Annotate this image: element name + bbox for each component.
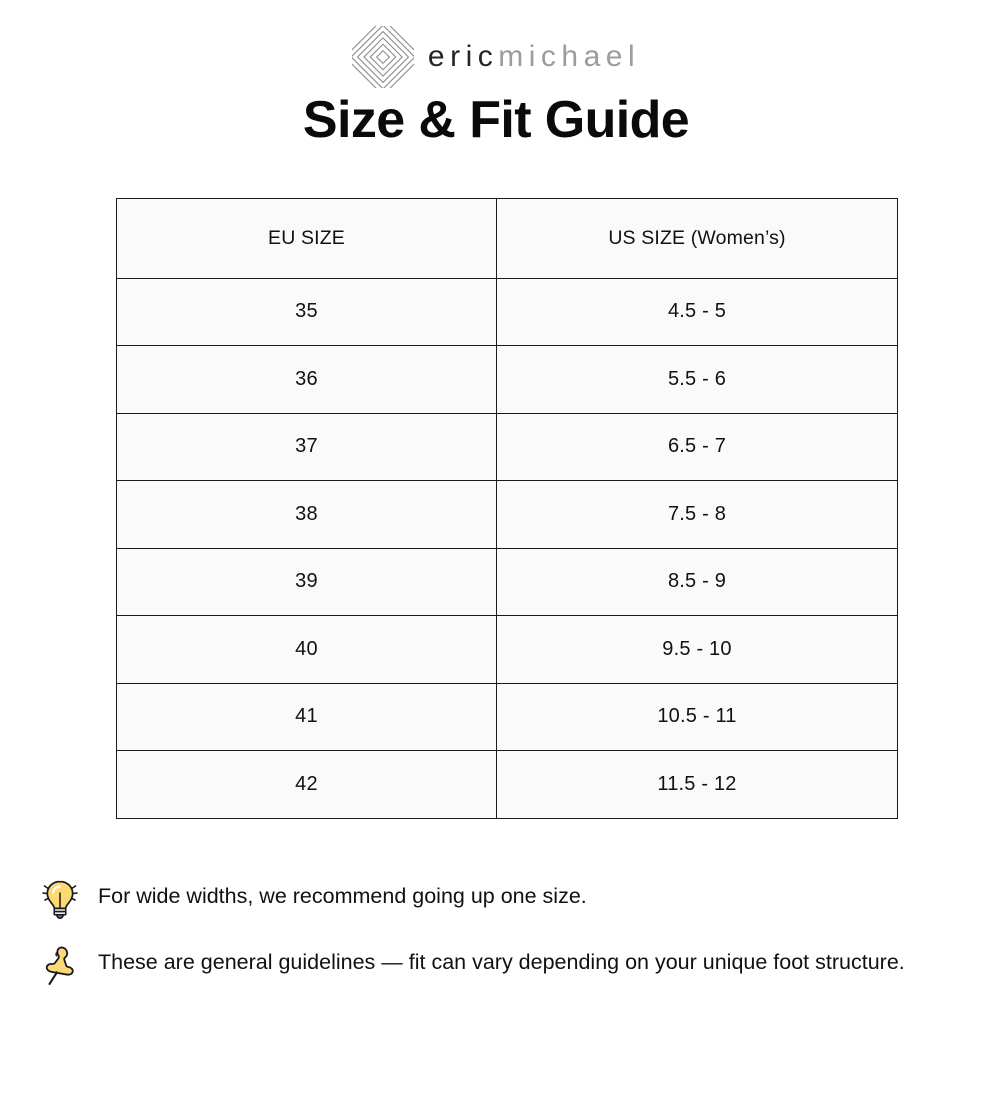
size-conversion-table: EU SIZE US SIZE (Women’s) 35 4.5 - 5 36 … [116,197,898,819]
table-row: 42 11.5 - 12 [116,750,898,819]
table-row: 40 9.5 - 10 [116,615,898,684]
cell-eu-size: 35 [116,277,497,347]
cell-us-size: 8.5 - 9 [496,547,898,617]
note-wide-widths: For wide widths, we recommend going up o… [38,880,964,921]
cell-eu-size: 40 [116,615,497,684]
brand-name-secondary: michael [498,39,641,73]
notes-section: For wide widths, we recommend going up o… [0,880,992,987]
brand-name-primary: eric [427,39,499,73]
cell-us-size: 6.5 - 7 [496,412,898,482]
table-row: 39 8.5 - 9 [116,547,898,617]
table-header-row: EU SIZE US SIZE (Women’s) [116,197,898,279]
note-general-guidelines: These are general guidelines — fit can v… [38,946,964,987]
cell-us-size: 5.5 - 6 [496,345,898,414]
table-row: 35 4.5 - 5 [116,277,898,347]
cell-us-size: 11.5 - 12 [496,750,898,819]
cell-us-size: 9.5 - 10 [496,615,898,684]
table-row: 37 6.5 - 7 [116,412,898,482]
column-header-us-size: US SIZE (Women’s) [496,197,898,279]
brand-logo: eric michael [0,0,992,96]
note-text: For wide widths, we recommend going up o… [98,883,587,908]
page-title: Size & Fit Guide [302,91,690,149]
cell-eu-size: 36 [116,345,497,414]
cell-eu-size: 42 [116,750,497,819]
table-header: EU SIZE US SIZE (Women’s) [116,197,898,279]
concentric-diamond-logo-icon [343,17,422,96]
light-bulb-icon [38,877,82,921]
pushpin-icon [38,943,82,987]
cell-us-size: 7.5 - 8 [496,480,898,549]
table-row: 41 10.5 - 11 [116,682,898,752]
brand-wordmark: eric michael [427,39,641,73]
table-row: 38 7.5 - 8 [116,480,898,549]
cell-eu-size: 38 [116,480,497,549]
column-header-eu-size: EU SIZE [116,197,497,279]
cell-us-size: 4.5 - 5 [496,277,898,347]
table-row: 36 5.5 - 6 [116,345,898,414]
table-body: 35 4.5 - 5 36 5.5 - 6 37 6.5 - 7 38 7.5 … [116,277,898,819]
cell-us-size: 10.5 - 11 [496,682,898,752]
cell-eu-size: 41 [116,682,497,752]
cell-eu-size: 39 [116,547,497,617]
size-table-container: EU SIZE US SIZE (Women’s) 35 4.5 - 5 36 … [0,197,992,819]
note-text: These are general guidelines — fit can v… [98,949,905,974]
cell-eu-size: 37 [116,412,497,482]
